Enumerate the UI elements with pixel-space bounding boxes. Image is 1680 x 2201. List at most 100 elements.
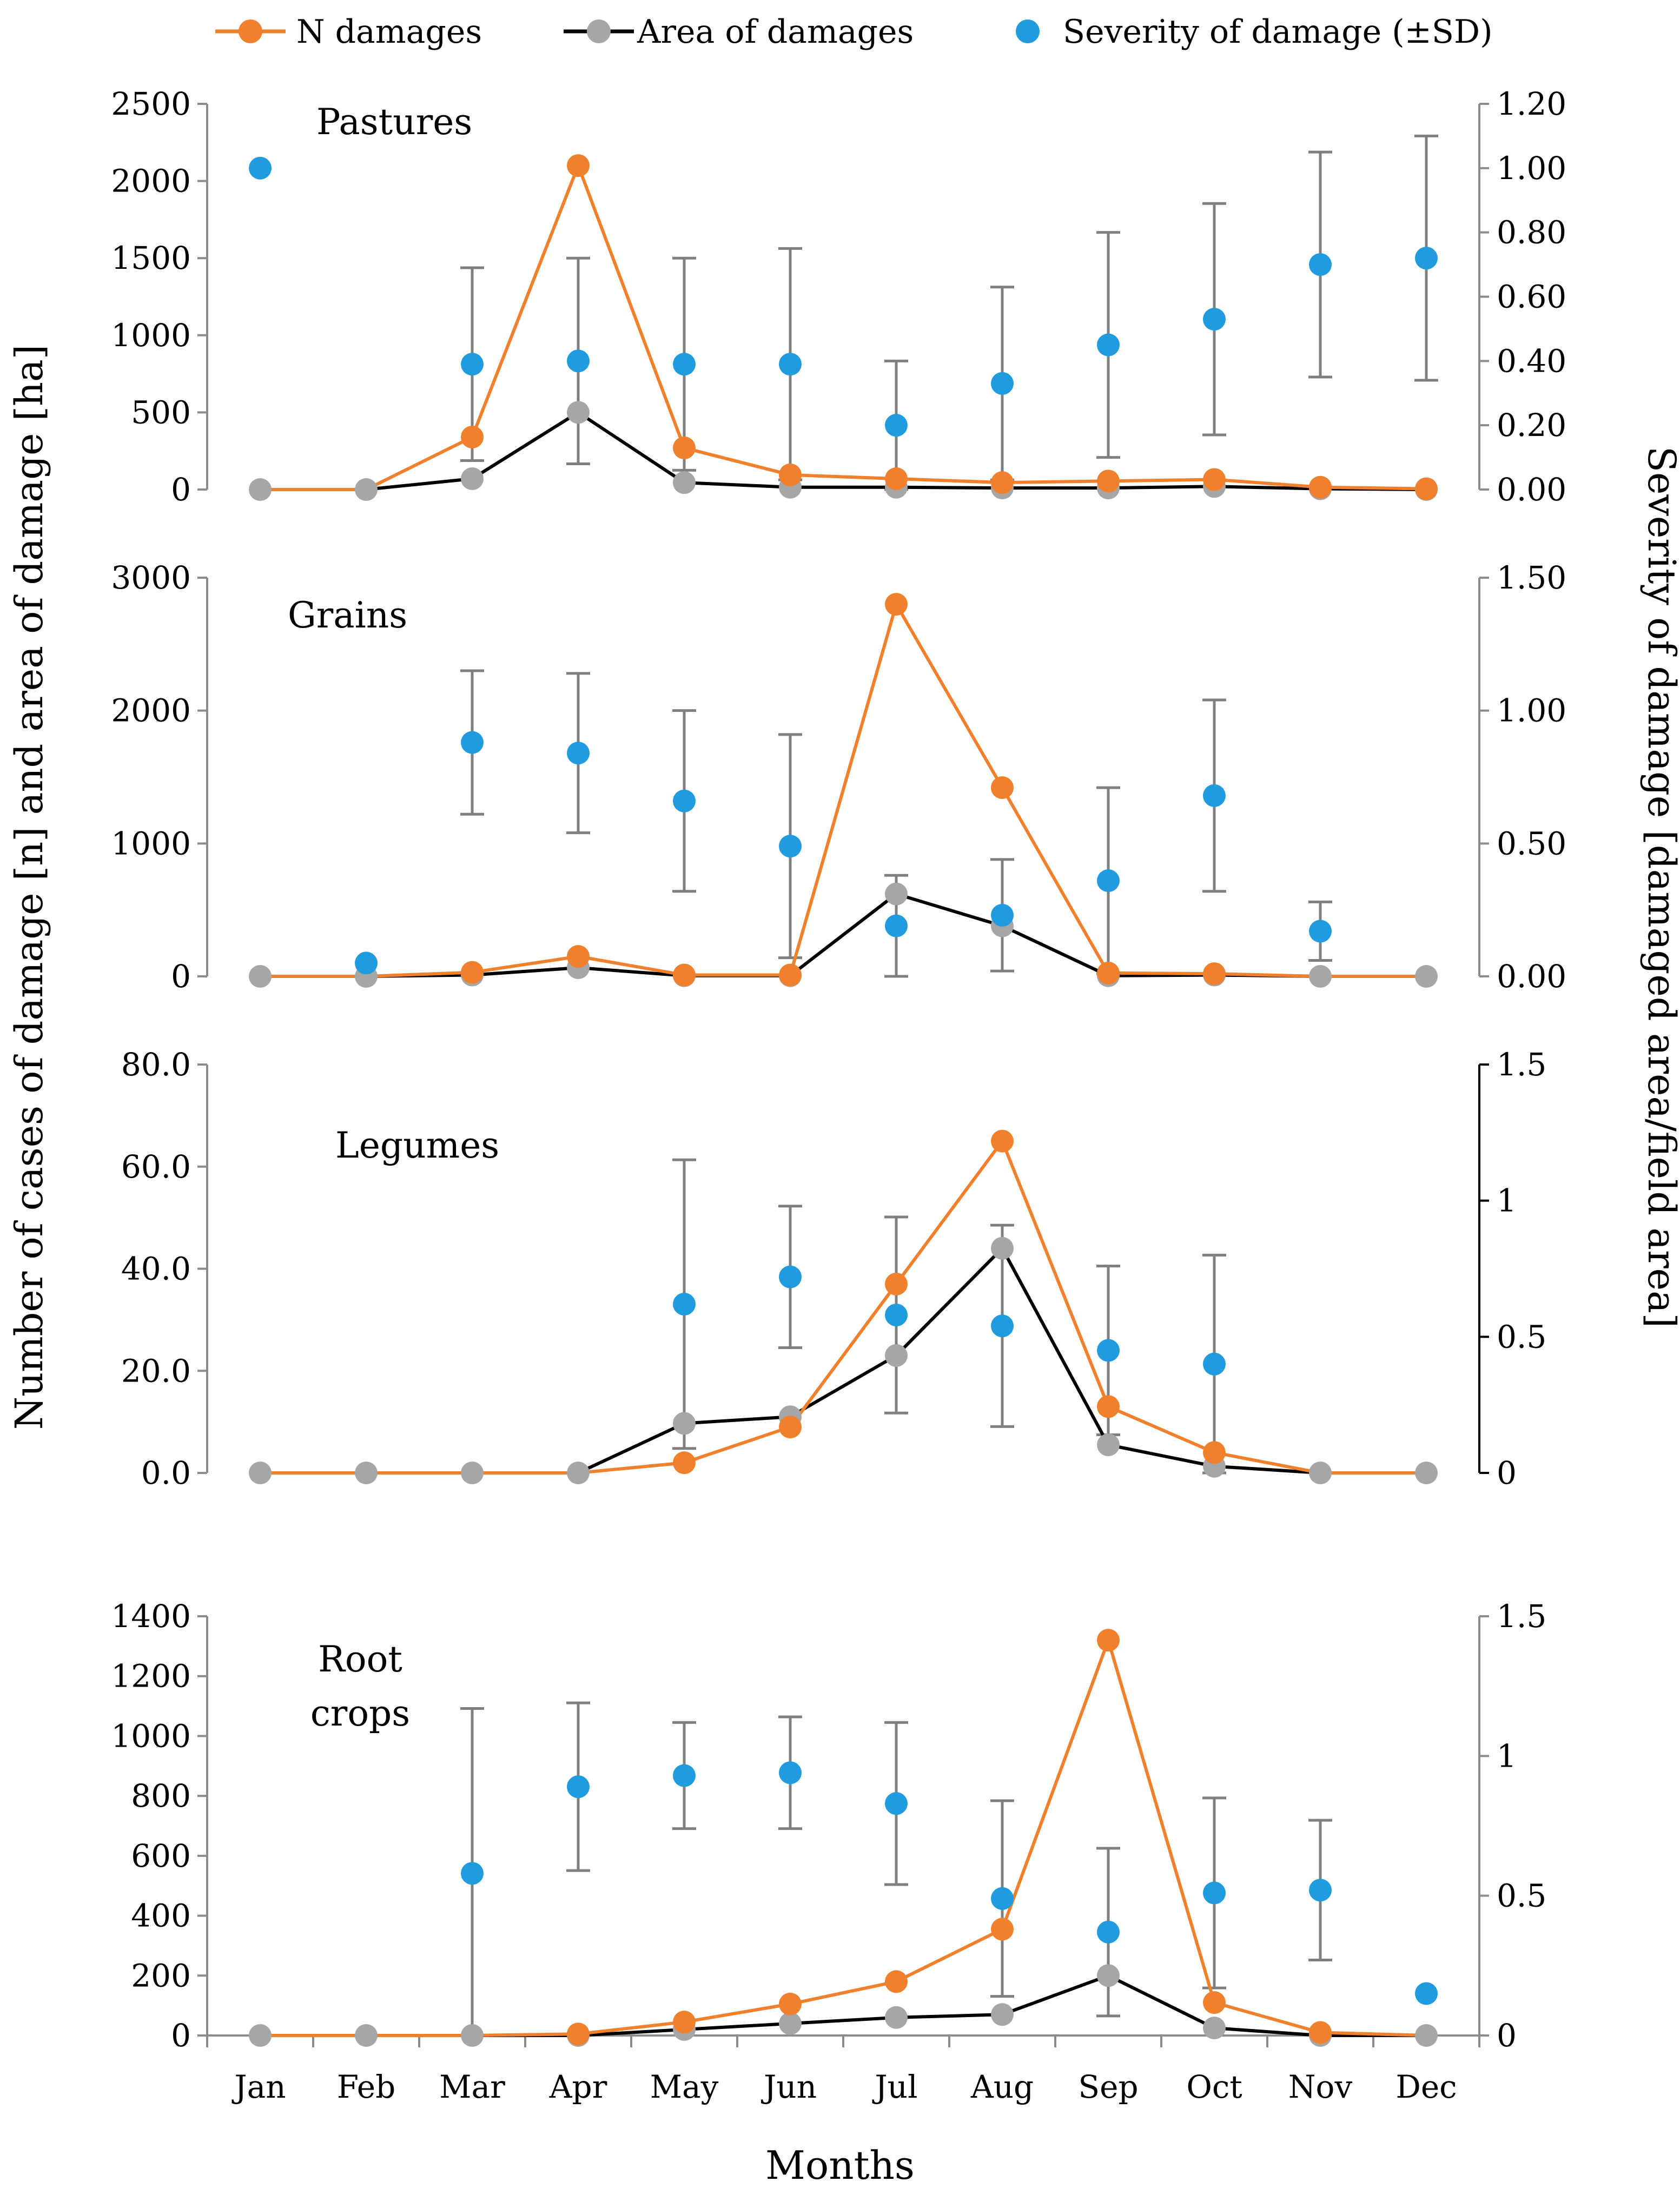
panel-title-root-crops-line: Root <box>318 1638 402 1680</box>
grains-severity-point-apr <box>567 742 590 765</box>
pastures-area-point-apr <box>567 401 590 424</box>
x-tick-label-nov: Nov <box>1288 2068 1353 2105</box>
pastures-severity-point-mar <box>461 353 484 376</box>
root-crops-left-tick-label: 1200 <box>111 1658 191 1695</box>
grains-severity-point-nov <box>1309 920 1332 943</box>
legumes-left-tick-label: 40.0 <box>121 1251 191 1287</box>
legumes-right-tick-label: 0.5 <box>1497 1318 1546 1355</box>
pastures-n-damages-point-dec <box>1415 477 1438 500</box>
pastures-right-tick-label: 0.40 <box>1497 342 1566 379</box>
root-crops-n-damages-point-may <box>673 2011 696 2034</box>
grains-area-point-dec <box>1415 965 1438 988</box>
pastures-left-tick-label: 1000 <box>111 317 191 354</box>
pastures-n-damages-point-jun <box>779 463 802 486</box>
panel-title-legumes: Legumes <box>335 1125 499 1166</box>
x-tick-label-jan: Jan <box>232 2068 286 2105</box>
root-crops-area-point-oct <box>1203 2017 1226 2040</box>
grains-severity-point-may <box>673 789 696 812</box>
legend-n-damages-label: N damages <box>296 13 482 51</box>
root-crops-severity-point-oct <box>1203 1881 1226 1905</box>
grains-n-damages-point-jun <box>779 963 802 987</box>
grains-severity-point-feb <box>355 951 378 975</box>
pastures-left-tick-label: 2500 <box>111 85 191 122</box>
root-crops-area-point-mar <box>461 2024 484 2047</box>
root-crops-n-damages-point-jun <box>779 1992 802 2015</box>
root-crops-severity-point-apr <box>567 1775 590 1799</box>
pastures-right-tick-label: 1.00 <box>1497 150 1566 187</box>
grains-left-tick-label: 3000 <box>111 559 191 596</box>
grains-n-damages-point-aug <box>991 776 1014 799</box>
legumes-area-point-mar <box>461 1462 484 1484</box>
root-crops-right-tick-label: 1.5 <box>1497 1598 1546 1635</box>
legumes-area-point-sep <box>1097 1433 1120 1457</box>
x-tick-label-apr: Apr <box>549 2068 607 2105</box>
root-crops-right-tick-label: 0 <box>1497 2017 1517 2054</box>
legumes-severity-point-jul <box>885 1304 908 1327</box>
grains-right-tick-label: 1.50 <box>1497 559 1566 596</box>
pastures-severity-point-jan <box>249 156 272 180</box>
root-crops-severity-point-jul <box>885 1792 908 1815</box>
root-crops-left-tick-label: 400 <box>131 1898 191 1934</box>
pastures-right-tick-label: 1.20 <box>1497 85 1566 122</box>
legumes-severity-point-oct <box>1203 1352 1226 1376</box>
y-left-axis-title: Number of cases of damage [n] and area o… <box>7 345 51 1430</box>
x-tick-label-dec: Dec <box>1395 2068 1457 2105</box>
root-crops-severity-point-sep <box>1097 1920 1120 1944</box>
pastures-n-damages-point-apr <box>567 154 590 177</box>
legumes-area-point-nov <box>1309 1462 1332 1484</box>
root-crops-n-damages-line <box>260 1635 1427 2037</box>
pastures-n-damages-point-nov <box>1309 475 1332 499</box>
legumes-n-damages-point-jun <box>779 1416 802 1439</box>
grains-n-damages-point-mar <box>461 961 484 984</box>
pastures-severity-point-jun <box>779 353 802 376</box>
legend-severity-marker <box>1016 19 1040 43</box>
x-tick-label-jun: Jun <box>761 2068 817 2105</box>
legumes-area-point-dec <box>1415 1462 1438 1484</box>
legumes-left-tick-label: 60.0 <box>121 1148 191 1185</box>
legumes-severity-point-jun <box>779 1265 802 1288</box>
legumes-right-tick-label: 0 <box>1497 1455 1517 1491</box>
pastures-severity-point-sep <box>1097 333 1120 356</box>
legumes-area-point-jan <box>249 1462 272 1484</box>
pastures-severity-point-dec <box>1415 247 1438 270</box>
root-crops-n-damages-point-apr <box>567 2022 590 2046</box>
pastures-severity-point-aug <box>991 372 1014 395</box>
grains-left-tick-label: 0 <box>171 958 191 995</box>
pastures-severity-point-jul <box>885 414 908 437</box>
grains-area-point-jan <box>249 965 272 988</box>
panel-title-root-crops-line: crops <box>310 1693 410 1734</box>
root-crops-area-point-jul <box>885 2006 908 2029</box>
x-axis-title: Months <box>765 2143 915 2188</box>
pastures-n-damages-point-aug <box>991 471 1014 494</box>
legumes-area-point-apr <box>567 1462 590 1484</box>
root-crops-area-point-jun <box>779 2012 802 2035</box>
grains-left-tick-label: 2000 <box>111 692 191 729</box>
root-crops-n-damages-point-nov <box>1309 2021 1332 2044</box>
panel-title-grains: Grains <box>288 594 407 636</box>
pastures-n-damages-point-oct <box>1203 468 1226 491</box>
root-crops-area-point-dec <box>1415 2024 1438 2047</box>
x-tick-label-mar: Mar <box>439 2068 505 2105</box>
root-crops-right-tick-label: 0.5 <box>1497 1878 1546 1914</box>
pastures-left-tick-label: 1500 <box>111 240 191 276</box>
panel-pastures: Pastures 0 500 1000 1500 2000 2500 0.00 0.20 0.4… <box>111 85 1566 508</box>
root-crops-severity-point-may <box>673 1764 696 1787</box>
root-crops-area-point-feb <box>355 2024 378 2047</box>
grains-right-tick-label: 0.50 <box>1497 825 1566 862</box>
pastures-area-point-mar <box>461 467 484 491</box>
grains-right-tick-label: 1.00 <box>1497 692 1566 729</box>
pastures-left-tick-label: 0 <box>171 471 191 508</box>
legumes-n-damages-point-sep <box>1097 1395 1120 1418</box>
grains-n-damages-point-oct <box>1203 962 1226 986</box>
grains-severity-point-sep <box>1097 869 1120 893</box>
root-crops-severity-point-aug <box>991 1887 1014 1910</box>
legumes-area-point-jul <box>885 1344 908 1367</box>
pastures-n-damages-line <box>260 161 1427 491</box>
root-crops-severity-point-dec <box>1415 1982 1438 2005</box>
grains-severity-point-oct <box>1203 784 1226 807</box>
pastures-severity-point-may <box>673 353 696 376</box>
legumes-area-point-may <box>673 1412 696 1435</box>
pastures-area-point-may <box>673 471 696 494</box>
grains-severity-point-jun <box>779 835 802 858</box>
grains-n-damages-point-sep <box>1097 961 1120 984</box>
